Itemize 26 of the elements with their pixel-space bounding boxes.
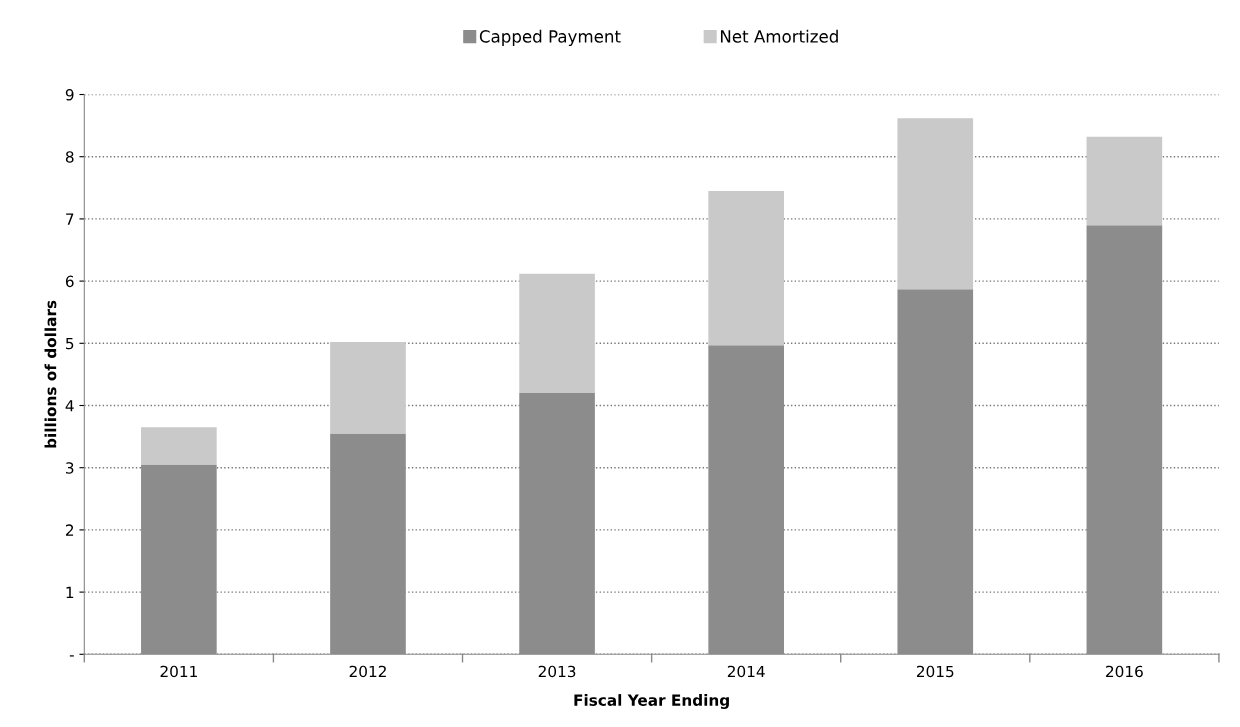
- x-tick-label: 2016: [1106, 665, 1143, 678]
- y-tick-label: 5: [66, 337, 74, 350]
- x-tick-label: 2013: [538, 665, 576, 678]
- x-tick-label: 2012: [349, 665, 386, 678]
- x-axis-title: Fiscal Year Ending: [574, 694, 729, 709]
- y-tick-label: 9: [65, 88, 74, 101]
- y-tick-label: -: [69, 655, 74, 657]
- y-tick-label: 3: [66, 462, 74, 474]
- bar: [1086, 136, 1163, 226]
- y-tick-label: 6: [65, 275, 74, 288]
- y-tick-label: 8: [65, 151, 74, 163]
- y-tick-label: 2: [66, 524, 74, 536]
- y-tick-label: 4: [65, 400, 74, 412]
- bar: [519, 273, 595, 394]
- y-axis-title: billions of dollars: [44, 300, 57, 448]
- bar: [141, 427, 217, 465]
- bar: [330, 342, 406, 434]
- x-tick-label: 2011: [160, 665, 197, 678]
- bar: [708, 190, 784, 346]
- bar: [897, 118, 974, 290]
- legend-label: Net Amortized: [720, 29, 838, 43]
- x-tick-label: 2015: [916, 665, 954, 678]
- y-tick-label: 7: [66, 213, 74, 225]
- legend-label: Capped Payment: [479, 29, 621, 46]
- y-tick-label: 1: [66, 586, 74, 598]
- x-tick-label: 2014: [727, 665, 765, 678]
